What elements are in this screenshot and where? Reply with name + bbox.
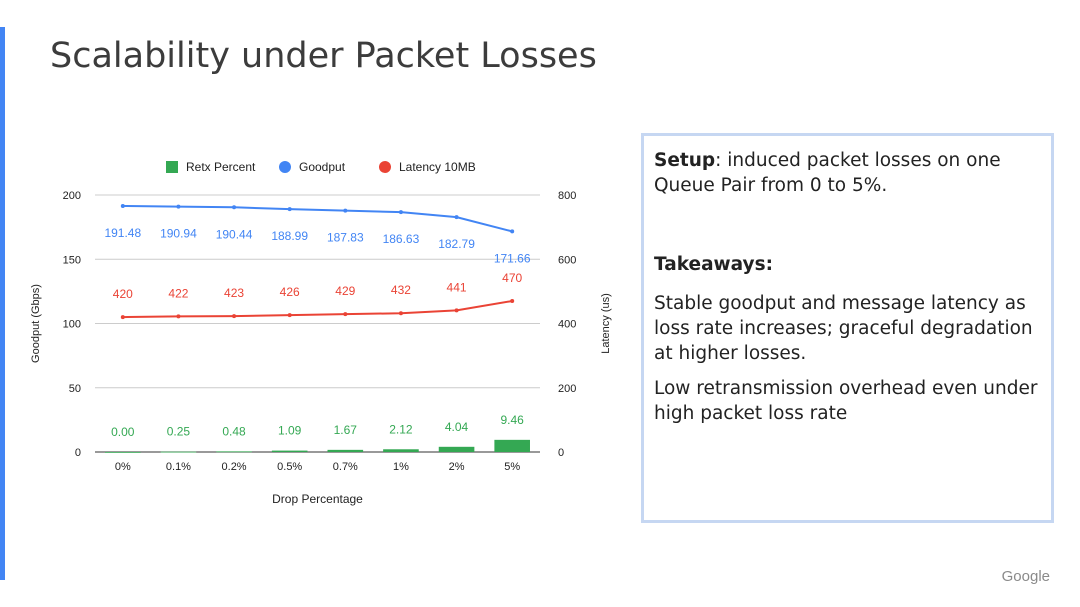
y-tick-label: 200 bbox=[63, 190, 81, 202]
takeaway-paragraph-1: Stable goodput and message latency as lo… bbox=[654, 293, 1033, 364]
latency-line-point bbox=[454, 308, 459, 313]
bar bbox=[105, 452, 141, 453]
goodput-line-point bbox=[343, 208, 348, 213]
bar-data-label: 0.25 bbox=[167, 425, 191, 439]
takeaways-title: Takeaways: bbox=[654, 254, 774, 275]
goodput-line-point bbox=[510, 229, 515, 234]
y2-tick-label: 600 bbox=[558, 254, 576, 266]
latency-line-data-label: 420 bbox=[113, 287, 133, 301]
y-tick-label: 100 bbox=[63, 319, 81, 331]
goodput-line bbox=[122, 204, 513, 233]
y2-tick-label: 0 bbox=[558, 447, 564, 459]
latency-line-data-label: 470 bbox=[502, 271, 522, 285]
x-tick-label: 2% bbox=[449, 461, 465, 473]
latency-line-point bbox=[232, 314, 237, 319]
x-tick-label: 0.5% bbox=[277, 461, 302, 473]
latency-line-data-label: 426 bbox=[280, 285, 300, 299]
bar-data-label: 4.04 bbox=[445, 420, 469, 434]
y-tick-label: 150 bbox=[63, 254, 81, 266]
goodput-line-data-label: 182.79 bbox=[438, 237, 475, 251]
x-tick-label: 5% bbox=[504, 461, 520, 473]
legend-swatch bbox=[279, 161, 291, 173]
bar-data-label: 2.12 bbox=[389, 422, 413, 436]
legend-swatch bbox=[166, 161, 178, 173]
bar-data-label: 1.09 bbox=[278, 424, 302, 438]
legend-label: Latency 10MB bbox=[399, 160, 476, 174]
legend-label: Goodput bbox=[299, 160, 346, 174]
goodput-line-data-label: 188.99 bbox=[271, 229, 308, 243]
bar bbox=[438, 446, 475, 452]
goodput-line-point bbox=[398, 210, 403, 215]
latency-line-point bbox=[343, 312, 348, 317]
brand-logo: Google bbox=[1001, 568, 1050, 585]
bar-data-label: 1.67 bbox=[334, 423, 358, 437]
goodput-line-point bbox=[287, 207, 292, 212]
latency-line-point bbox=[510, 299, 515, 304]
bar bbox=[216, 451, 252, 453]
latency-line-point bbox=[176, 314, 181, 319]
goodput-line-data-label: 190.94 bbox=[160, 227, 197, 241]
y2-tick-label: 800 bbox=[558, 190, 576, 202]
y2-tick-label: 400 bbox=[558, 319, 576, 331]
takeaways-panel: Setup: induced packet losses on one Queu… bbox=[641, 133, 1054, 523]
bar-data-label: 9.46 bbox=[501, 413, 525, 427]
y2-axis-title: Latency (us) bbox=[600, 293, 612, 354]
goodput-line-data-label: 171.66 bbox=[494, 251, 531, 265]
accent-bar bbox=[0, 27, 5, 580]
goodput-line-data-label: 190.44 bbox=[216, 227, 253, 241]
chart: 0 50 100 150 200 0 200 400 600 800 0% 0.1% 0.2% 0.5% 0… bbox=[20, 150, 620, 520]
y-axis-title: Goodput (Gbps) bbox=[30, 284, 42, 363]
x-tick-label: 0% bbox=[115, 461, 131, 473]
legend-swatch bbox=[379, 161, 391, 173]
chart-svg: 0 50 100 150 200 0 200 400 600 800 0% 0.1% 0.2% 0.5% 0… bbox=[30, 160, 612, 506]
goodput-line-point bbox=[176, 204, 181, 209]
latency-line-data-label: 422 bbox=[168, 286, 188, 300]
latency-line-point bbox=[120, 315, 125, 320]
x-tick-label: 0.2% bbox=[222, 461, 247, 473]
latency-line-data-label: 441 bbox=[447, 280, 467, 294]
bar-data-label: 0.00 bbox=[111, 425, 135, 439]
x-tick-label: 1% bbox=[393, 461, 409, 473]
bar bbox=[327, 449, 364, 452]
x-tick-label: 0.1% bbox=[166, 461, 191, 473]
bar bbox=[160, 451, 197, 453]
bar bbox=[383, 449, 419, 452]
latency-line-point bbox=[398, 311, 403, 316]
latency-line-point bbox=[287, 313, 292, 318]
goodput-line-point bbox=[120, 203, 125, 208]
latency-line bbox=[122, 300, 513, 319]
y-tick-label: 0 bbox=[75, 447, 81, 459]
latency-line-data-label: 423 bbox=[224, 286, 244, 300]
goodput-line-data-label: 186.63 bbox=[383, 232, 420, 246]
y2-tick-label: 200 bbox=[558, 383, 576, 395]
goodput-line-point bbox=[454, 215, 459, 220]
setup-label: Setup bbox=[654, 150, 716, 171]
latency-line-data-label: 432 bbox=[391, 283, 411, 297]
goodput-line-point bbox=[232, 205, 237, 210]
goodput-line-data-label: 187.83 bbox=[327, 231, 364, 245]
setup-description: : induced packet losses on one Queue Pai… bbox=[654, 150, 1001, 196]
y-tick-label: 50 bbox=[69, 383, 81, 395]
legend-label: Retx Percent bbox=[186, 160, 256, 174]
bar bbox=[494, 439, 530, 452]
bar bbox=[271, 450, 308, 452]
takeaway-paragraph-2: Low retransmission overhead even under h… bbox=[654, 378, 1038, 424]
x-axis-title: Drop Percentage bbox=[272, 492, 363, 506]
slide-title: Scalability under Packet Losses bbox=[50, 36, 597, 76]
latency-line-data-label: 429 bbox=[335, 284, 355, 298]
setup-text: Setup: induced packet losses on one Queu… bbox=[654, 148, 1041, 198]
x-tick-label: 0.7% bbox=[333, 461, 358, 473]
bar-data-label: 0.48 bbox=[222, 424, 246, 438]
goodput-line-data-label: 191.48 bbox=[104, 226, 141, 240]
